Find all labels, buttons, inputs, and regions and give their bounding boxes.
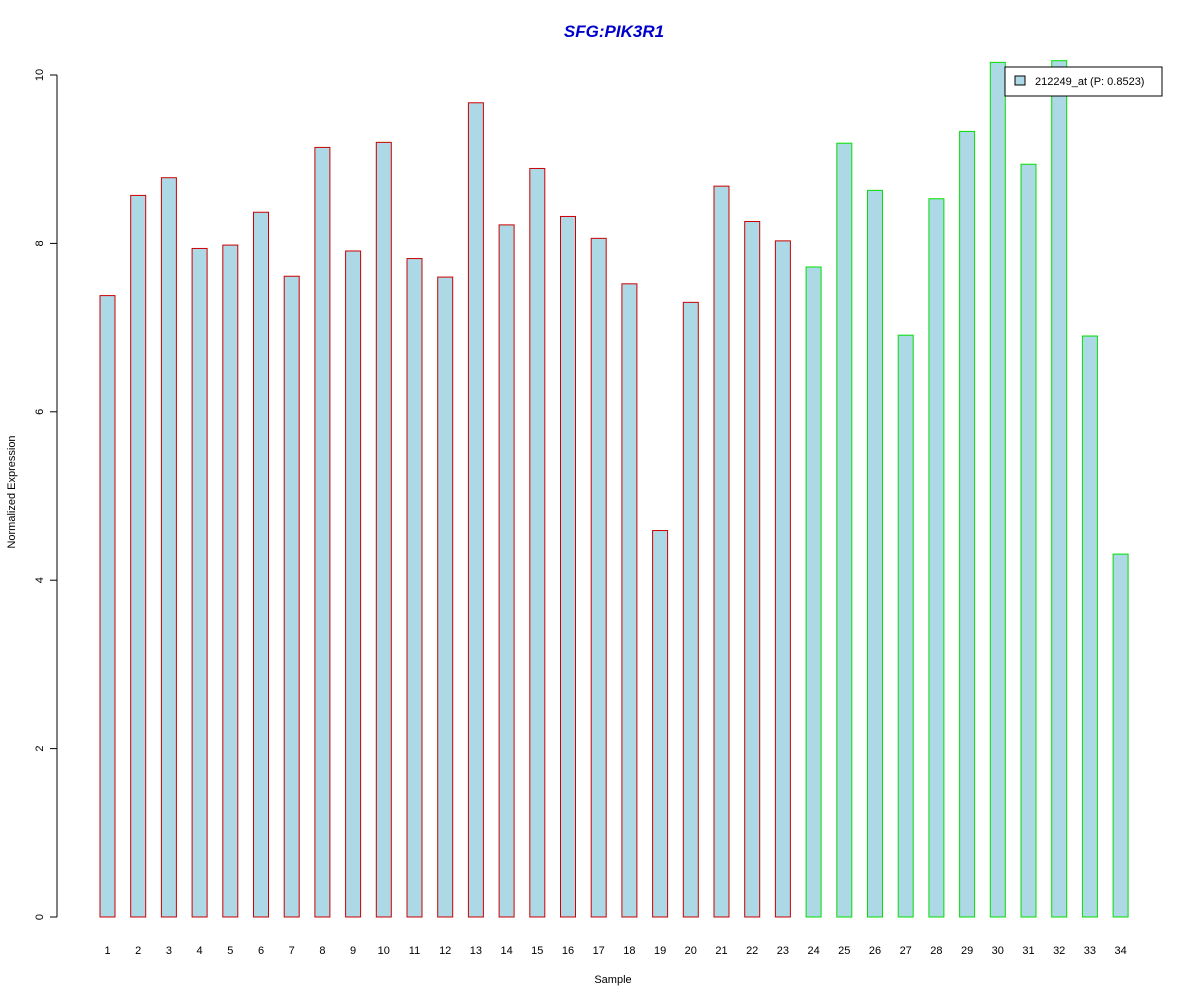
legend: 212249_at (P: 0.8523) xyxy=(1004,66,1163,97)
x-tick-label: 30 xyxy=(992,945,1004,957)
legend-box xyxy=(1004,66,1163,97)
x-tick-label: 10 xyxy=(378,945,390,957)
x-tick-label: 18 xyxy=(623,945,635,957)
bar-sample-2 xyxy=(130,194,147,918)
bar-sample-13 xyxy=(467,102,484,918)
bar-sample-12 xyxy=(437,276,454,918)
bar-sample-28 xyxy=(928,198,945,918)
y-tick-label: 8 xyxy=(34,240,46,246)
x-tick-label: 11 xyxy=(409,945,420,957)
x-tick-label: 3 xyxy=(166,945,172,957)
bar-sample-16 xyxy=(560,215,576,918)
x-tick-label: 19 xyxy=(654,945,666,957)
bar-sample-20 xyxy=(682,301,699,918)
x-tick-label: 16 xyxy=(562,945,574,957)
y-axis-label: Normalized Expression xyxy=(6,435,18,548)
x-tick-label: 23 xyxy=(777,945,789,957)
y-tick-label: 4 xyxy=(34,577,46,583)
bar-sample-27 xyxy=(897,334,914,918)
x-tick-label: 24 xyxy=(807,945,819,957)
bar-sample-3 xyxy=(160,177,177,918)
bar-sample-29 xyxy=(959,130,976,918)
bar-sample-33 xyxy=(1081,335,1098,918)
bar-sample-25 xyxy=(836,142,853,918)
bar-sample-23 xyxy=(774,240,791,918)
x-tick-label: 27 xyxy=(900,945,912,957)
x-tick-label: 34 xyxy=(1114,945,1126,957)
x-tick-label: 15 xyxy=(531,945,543,957)
x-axis-tick-labels: 1 2 3 4 5 6 7 8 9 10 11 12 13 14 15 16 17 18 19 20 21 22 23 24 2… xyxy=(104,945,1126,957)
bar-sample-11 xyxy=(406,258,423,918)
y-axis: 0 2 4 6 8 10 xyxy=(34,69,58,920)
bar-sample-8 xyxy=(314,146,331,918)
x-tick-label: 1 xyxy=(104,945,110,957)
x-tick-label: 4 xyxy=(197,945,203,957)
bar-sample-21 xyxy=(713,185,730,918)
y-tick-label: 6 xyxy=(34,409,46,415)
legend-swatch xyxy=(1014,75,1026,86)
bar-sample-30 xyxy=(989,61,1006,918)
bar-sample-22 xyxy=(744,221,761,918)
bar-sample-1 xyxy=(99,295,116,918)
y-tick-label: 10 xyxy=(34,69,46,81)
bar-sample-10 xyxy=(375,141,392,918)
x-tick-label: 26 xyxy=(869,945,881,957)
chart-title: SFG:PIK3R1 xyxy=(564,22,664,41)
bar-sample-19 xyxy=(652,530,669,918)
bar-sample-9 xyxy=(345,250,362,918)
x-tick-label: 13 xyxy=(470,945,482,957)
x-tick-label: 5 xyxy=(227,945,233,957)
y-tick-label: 0 xyxy=(34,914,46,920)
x-tick-label: 7 xyxy=(289,945,295,957)
bar-sample-6 xyxy=(253,211,269,918)
x-tick-label: 22 xyxy=(746,945,758,957)
x-tick-label: 14 xyxy=(500,945,512,957)
x-tick-label: 8 xyxy=(319,945,325,957)
bars xyxy=(99,60,1129,918)
bar-sample-15 xyxy=(529,167,546,918)
x-tick-label: 32 xyxy=(1053,945,1065,957)
bar-sample-32 xyxy=(1051,60,1068,918)
bar-sample-26 xyxy=(867,189,883,918)
x-tick-label: 21 xyxy=(715,945,727,957)
bar-sample-7 xyxy=(283,275,300,918)
x-tick-label: 17 xyxy=(593,945,605,957)
bar-sample-34 xyxy=(1112,553,1129,918)
bar-sample-14 xyxy=(498,224,515,918)
x-tick-label: 28 xyxy=(930,945,942,957)
bar-sample-24 xyxy=(805,266,822,918)
x-tick-label: 9 xyxy=(350,945,356,957)
bar-sample-31 xyxy=(1020,163,1037,918)
bar-sample-4 xyxy=(191,247,208,918)
x-tick-label: 12 xyxy=(439,945,451,957)
x-tick-label: 31 xyxy=(1022,945,1034,957)
bar-sample-5 xyxy=(222,244,239,918)
bar-sample-18 xyxy=(621,283,638,918)
x-tick-label: 25 xyxy=(838,945,850,957)
x-axis-label: Sample xyxy=(594,974,631,986)
y-tick-label: 2 xyxy=(34,746,46,752)
x-tick-label: 6 xyxy=(258,945,264,957)
x-tick-label: 2 xyxy=(135,945,141,957)
x-tick-label: 20 xyxy=(685,945,697,957)
legend-label: 212249_at (P: 0.8523) xyxy=(1035,76,1144,88)
x-tick-label: 33 xyxy=(1084,945,1096,957)
bar-sample-17 xyxy=(590,237,607,918)
x-tick-label: 29 xyxy=(961,945,973,957)
